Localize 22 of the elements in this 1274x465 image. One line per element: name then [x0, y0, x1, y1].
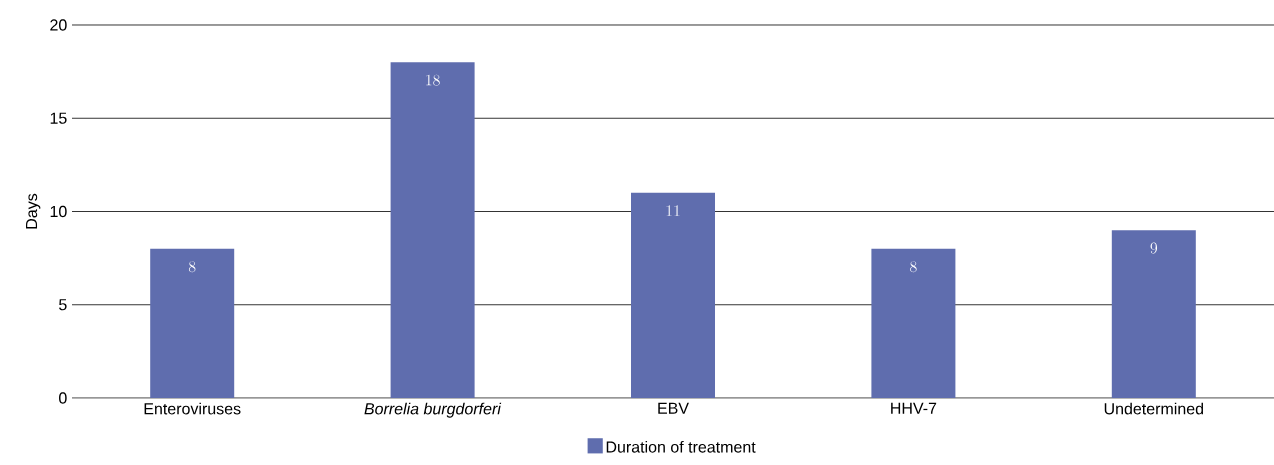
- data-label: 18: [426, 74, 440, 86]
- bar: [871, 248, 956, 398]
- data-label: 8: [188, 261, 196, 273]
- x-tick-label: Undetermined: [1104, 402, 1203, 415]
- bar: [390, 62, 475, 398]
- y-tick-label: 20: [50, 19, 67, 31]
- data-label: 9: [1150, 242, 1158, 254]
- bar: [1111, 230, 1196, 398]
- legend-label: Duration of treatment: [606, 440, 756, 453]
- x-tick-label: Enteroviruses: [144, 402, 241, 415]
- x-tick-label: EBV: [658, 402, 689, 414]
- y-tick-label: 10: [50, 205, 67, 218]
- data-label: 11: [666, 205, 680, 216]
- y-tick-label: 15: [50, 112, 67, 124]
- x-tick-label: Borrelia burgdorferi: [364, 402, 502, 418]
- y-tick-label: 0: [59, 392, 67, 404]
- x-tick-label: HHV-7: [891, 402, 937, 414]
- bar: [150, 248, 235, 398]
- y-axis-title: Days: [26, 193, 41, 229]
- data-label: 8: [910, 261, 917, 273]
- bar: [631, 192, 715, 398]
- y-tick-label: 5: [59, 299, 67, 311]
